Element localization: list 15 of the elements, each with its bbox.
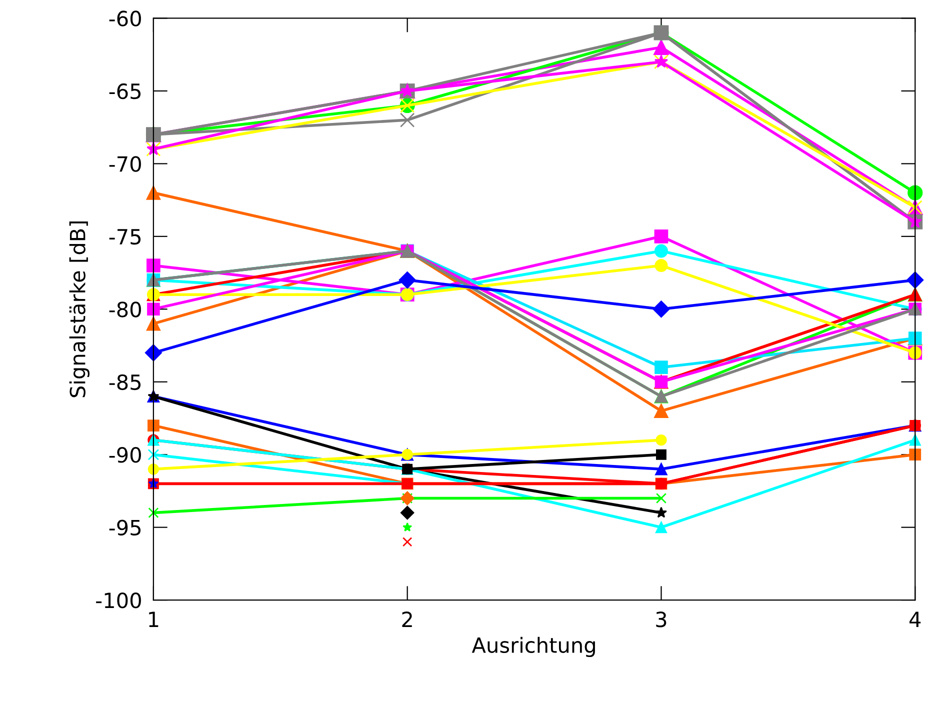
x-tick-label: 1 [149,612,158,627]
y-tick-label: -95 [109,520,141,536]
y-tick-label: -90 [109,447,141,463]
y-tick-label: -60 [109,10,141,26]
y-tick-label: -85 [109,374,141,390]
x-tick-label: 3 [656,612,666,628]
y-tick-label: -65 [109,83,141,100]
x-axis-title: Ausrichtung [472,636,595,658]
y-tick-label: -100 [96,592,141,608]
y-axis-title: Signalstärke [dB] [69,221,90,398]
x-tick-label: 2 [402,612,412,627]
y-tick-label: -70 [109,156,141,172]
x-tick-label: 4 [910,612,921,627]
y-tick-label: -80 [109,302,141,318]
y-tick-label: -75 [109,229,141,245]
